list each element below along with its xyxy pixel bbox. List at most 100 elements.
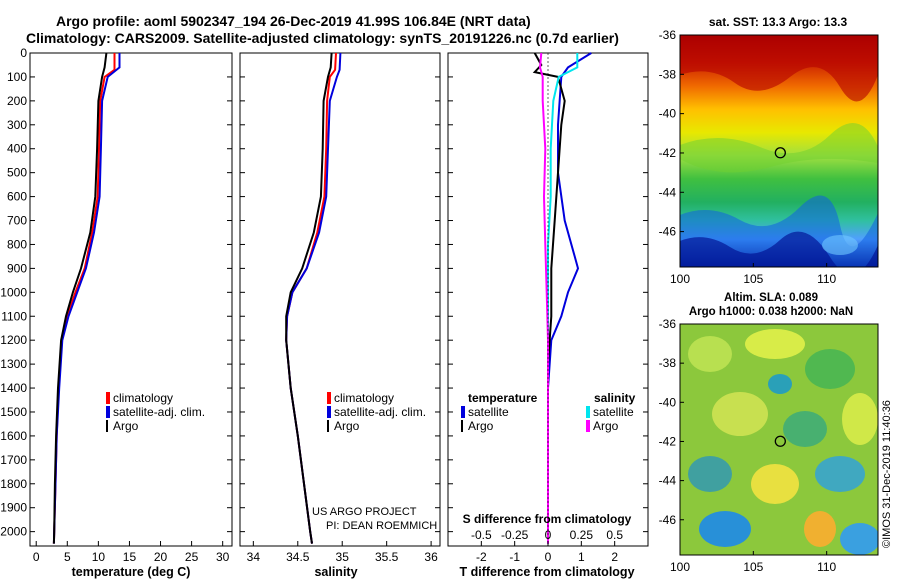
- temperature-panel: 0 5 10 15 20 25 300100200300400500600700800900…: [0, 46, 233, 579]
- legend-label-climatology: climatology: [334, 391, 394, 405]
- depth-ytick-label: 1200: [0, 333, 27, 347]
- map-ytick-label: -36: [659, 28, 677, 42]
- map-ytick-label: -38: [659, 67, 677, 81]
- legend-swatch-s-argo: [586, 420, 590, 432]
- depth-ytick-label: 200: [7, 94, 27, 108]
- salinity-xtick-label: 35: [336, 550, 350, 564]
- depth-ytick-label: 1800: [0, 477, 27, 491]
- map-xtick-label: 100: [670, 560, 690, 574]
- difference-xtick-label: 0: [545, 550, 552, 564]
- depth-ytick-label: 600: [7, 190, 27, 204]
- legend-swatch-climatology: [106, 392, 110, 404]
- map-xtick-label: 110: [817, 272, 836, 286]
- map-ytick-label: -38: [659, 356, 677, 370]
- legend-label-satellite: satellite-adj. clim.: [113, 405, 205, 419]
- legend-label-s-argo: Argo: [593, 419, 619, 433]
- depth-ytick-label: 1000: [0, 285, 27, 299]
- sla-map-title: Altim. SLA: 0.089: [724, 292, 818, 304]
- map-xtick-label: 110: [817, 560, 836, 574]
- legend-label-argo: Argo: [113, 419, 139, 433]
- legend-swatch-satellite: [106, 406, 110, 418]
- depth-ytick-label: 2000: [0, 525, 27, 539]
- difference-panel: -2 -1 0 1 2 -0.5 -0.25 0 0.25 0.5 temperature sat…: [447, 52, 649, 579]
- temperature-xtick-label: 20: [154, 550, 168, 564]
- argo-float-location-marker: [774, 435, 786, 447]
- depth-ytick-label: 700: [7, 214, 27, 228]
- sla-map-subtitle: Argo h1000: 0.038 h2000: NaN: [689, 306, 853, 318]
- map-ytick-label: -36: [659, 317, 677, 331]
- temperature-xtick-label: 5: [64, 550, 71, 564]
- difference-s-xtick-label: 0.5: [606, 528, 623, 542]
- map-ytick-label: -44: [659, 474, 677, 488]
- depth-ytick-label: 1500: [0, 405, 27, 419]
- difference-xtick-label: 2: [611, 550, 618, 564]
- legend-label-s-satellite: satellite: [593, 405, 634, 419]
- temperature-series-argo: [52, 52, 108, 544]
- map-xtick-label: 100: [670, 272, 690, 286]
- legend-swatch-climatology: [327, 392, 331, 404]
- difference-xlabel-temperature: T difference from climatology: [459, 565, 634, 579]
- salinity-xlabel: salinity: [314, 565, 357, 579]
- depth-ytick-label: 800: [7, 237, 27, 251]
- salinity-xtick-label: 36: [424, 550, 438, 564]
- map-ytick-label: -46: [659, 513, 677, 527]
- salinity-xtick-label: 34: [247, 550, 261, 564]
- salinity-xtick-label: 34.5: [286, 550, 310, 564]
- sst-map-title: sat. SST: 13.3 Argo: 13.3: [709, 15, 848, 29]
- legend-swatch-t-argo: [461, 420, 463, 432]
- depth-ytick-label: 500: [7, 166, 27, 180]
- salinity-series-argo: [285, 52, 333, 544]
- depth-ytick-label: 1400: [0, 381, 27, 395]
- salinity-xtick-label: 35.5: [375, 550, 399, 564]
- difference-xlabel-salinity: S difference from climatology: [463, 512, 632, 526]
- temperature-legend: climatology satellite-adj. clim. Argo: [106, 391, 205, 433]
- legend-swatch-argo: [327, 420, 329, 432]
- map-ytick-label: -46: [659, 225, 677, 239]
- temperature-xtick-label: 0: [33, 550, 40, 564]
- depth-ytick-label: 1900: [0, 501, 27, 515]
- depth-ytick-label: 1700: [0, 453, 27, 467]
- depth-ytick-label: 1600: [0, 429, 27, 443]
- map-ytick-label: -40: [659, 107, 677, 121]
- legend-swatch-satellite: [327, 406, 331, 418]
- temperature-xtick-label: 10: [92, 550, 106, 564]
- legend-title-salinity: salinity: [594, 391, 636, 405]
- depth-ytick-label: 0: [20, 46, 27, 60]
- depth-ytick-label: 1300: [0, 357, 27, 371]
- difference-legend: temperature satellite Argo salinity sate…: [461, 391, 636, 433]
- salinity-panel: 34 34.5 35 35.5 36 climatology satellite-adj…: [239, 52, 441, 579]
- salinity-legend: climatology satellite-adj. clim. Argo: [327, 391, 426, 433]
- sla-map-panel: Altim. SLA: 0.089 Argo h1000: 0.038 h200…: [659, 292, 879, 574]
- legend-swatch-argo: [106, 420, 108, 432]
- difference-xtick-label: -2: [476, 550, 487, 564]
- difference-series-temperature-argo: [532, 52, 566, 544]
- map-ytick-label: -40: [659, 395, 677, 409]
- difference-series-salinity-argo: [538, 52, 549, 544]
- map-xtick-label: 105: [743, 560, 763, 574]
- credit-pi: PI: DEAN ROEMMICH: [326, 520, 437, 532]
- map-ytick-label: -42: [659, 146, 677, 160]
- map-ytick-label: -42: [659, 434, 677, 448]
- difference-s-xtick-label: -0.25: [501, 528, 529, 542]
- depth-ytick-label: 1100: [1, 309, 27, 323]
- difference-s-xtick-label: 0.25: [570, 528, 594, 542]
- depth-ytick-label: 100: [7, 70, 27, 84]
- credit-project: US ARGO PROJECT: [312, 506, 417, 518]
- difference-xtick-label: -1: [509, 550, 520, 564]
- difference-s-xtick-label: 0: [545, 528, 552, 542]
- figure-title-line1: Argo profile: aoml 5902347_194 26-Dec-20…: [56, 13, 531, 29]
- legend-label-t-argo: Argo: [468, 419, 494, 433]
- imos-stamp: ©IMOS 31-Dec-2019 11:40:36: [881, 400, 893, 548]
- difference-series-temperature-satellite: [547, 52, 592, 544]
- legend-label-argo: Argo: [334, 419, 360, 433]
- difference-s-xtick-label: -0.5: [471, 528, 492, 542]
- depth-ytick-label: 400: [7, 142, 27, 156]
- temperature-xtick-label: 15: [123, 550, 137, 564]
- depth-ytick-label: 900: [7, 261, 27, 275]
- temperature-xtick-label: 25: [185, 550, 199, 564]
- argo-float-location-marker: [774, 147, 786, 159]
- legend-label-climatology: climatology: [113, 391, 173, 405]
- legend-label-satellite: satellite-adj. clim.: [334, 405, 426, 419]
- figure-title-line2: Climatology: CARS2009. Satellite-adjuste…: [26, 30, 619, 46]
